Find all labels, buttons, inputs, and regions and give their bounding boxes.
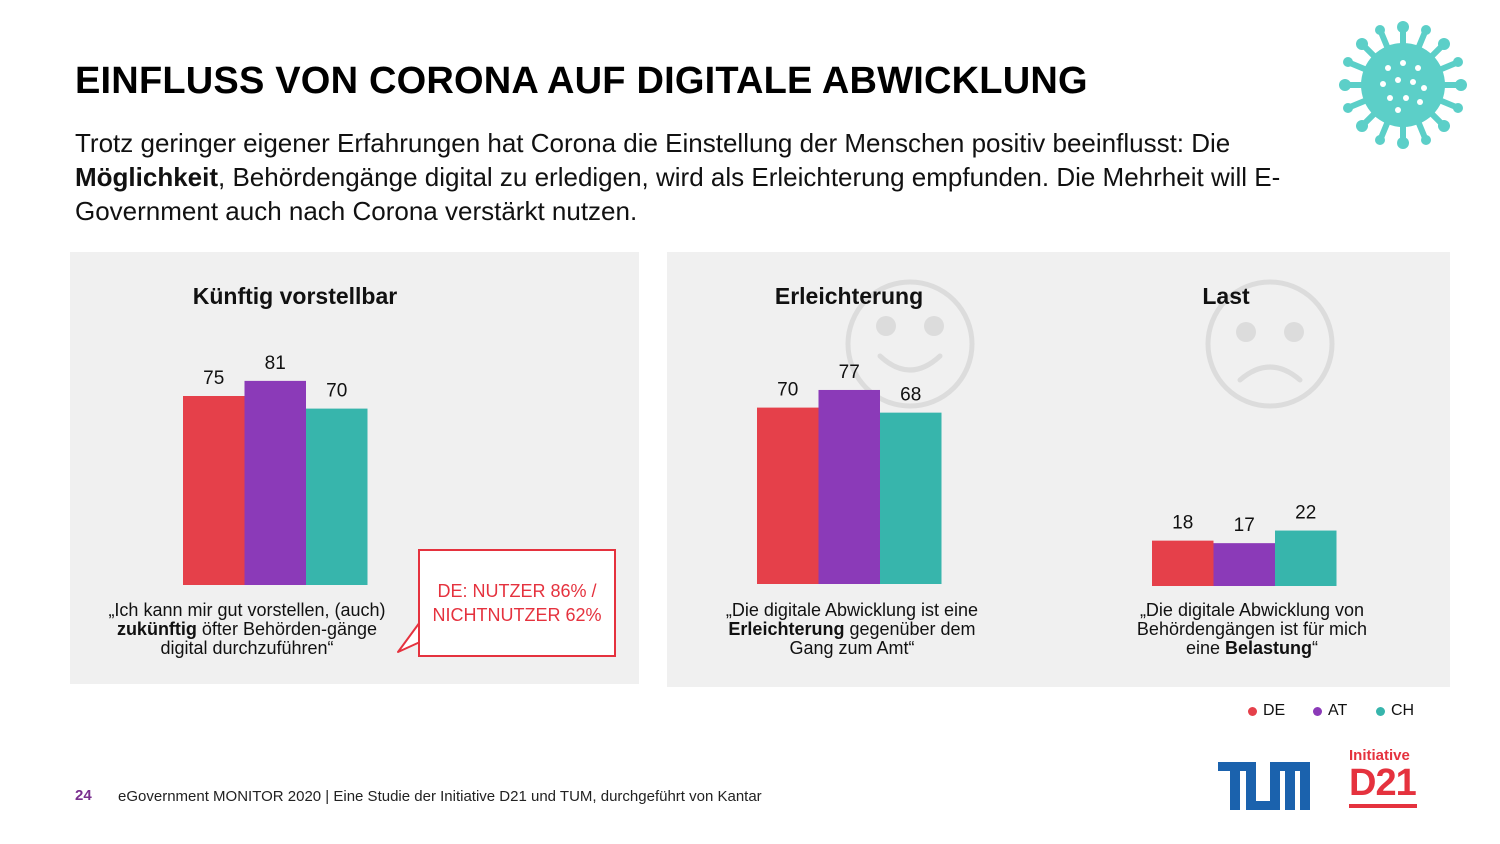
bar-last-at (1213, 543, 1275, 586)
bar-label-last-at: 17 (1234, 515, 1255, 536)
caption-kuenftig: „Ich kann mir gut vorstellen, (auch) zuk… (92, 601, 402, 658)
bar-label-kuenftig-de: 75 (203, 368, 224, 389)
bar-label-erleichterung-at: 77 (839, 362, 860, 383)
d21-logo-small: Initiative (1349, 747, 1410, 764)
bar-erleichterung-at (818, 389, 880, 584)
bar-label-erleichterung-ch: 68 (900, 385, 921, 406)
legend-dot-at (1313, 706, 1322, 716)
caption-kuenftig-post: öfter Behörden-gänge digital durchzuführ… (160, 619, 378, 658)
bar-erleichterung-ch (880, 412, 942, 584)
callout-line-1: DE: NUTZER 86% / (437, 581, 597, 601)
tum-logo (1218, 762, 1310, 810)
bar-last-de (1152, 540, 1214, 586)
d21-logo-big: D21 (1349, 762, 1417, 804)
chart-title-kuenftig: Künftig vorstellbar (192, 283, 398, 309)
bar-erleichterung-de (757, 407, 819, 584)
caption-erleichterung-post: gegenüber dem Gang zum Amt“ (789, 619, 976, 658)
footer-source: eGovernment MONITOR 2020 | Eine Studie d… (118, 788, 762, 805)
legend-dot-de (1248, 706, 1257, 716)
caption-last: „Die digitale Abwicklung von Behördengän… (1136, 601, 1368, 658)
caption-erleichterung: „Die digitale Abwicklung ist eine Erleic… (725, 601, 980, 658)
legend-at: AT (1313, 702, 1347, 720)
happy-face-icon (845, 279, 975, 409)
d21-logo: Initiative D21 (1349, 748, 1421, 808)
legend-label-ch: CH (1391, 702, 1415, 719)
subtitle-part-1: Trotz geringer eigener Erfahrungen hat C… (75, 128, 1231, 158)
legend-label-de: DE (1263, 702, 1286, 719)
callout-line-2: NICHTNUTZER 62% (432, 605, 602, 625)
callout-box: DE: NUTZER 86% / NICHTNUTZER 62% (418, 549, 616, 657)
caption-erleichterung-bold: Erleichterung (728, 619, 845, 639)
bar-label-last-ch: 22 (1295, 503, 1316, 524)
subtitle-part-2: , Behördengänge digital zu erledigen, wi… (75, 162, 1281, 226)
chart-title-erleichterung: Erleichterung (774, 283, 924, 309)
caption-erleichterung-pre: „Die digitale Abwicklung ist eine (725, 600, 979, 620)
subtitle-bold: Möglichkeit (75, 162, 219, 192)
legend-dot-ch (1376, 706, 1385, 716)
sad-face-icon (1205, 279, 1335, 409)
d21-logo-underline (1349, 804, 1417, 808)
caption-last-post: “ (1312, 638, 1319, 658)
bar-label-last-de: 18 (1172, 513, 1193, 534)
legend-label-at: AT (1328, 702, 1348, 719)
bar-last-ch (1275, 530, 1337, 586)
page-title: EINFLUSS VON CORONA AUF DIGITALE ABWICKL… (75, 60, 1088, 102)
virus-icon (1339, 21, 1467, 149)
legend-de: DE (1248, 702, 1285, 720)
chart-title-last: Last (1202, 283, 1250, 309)
bar-kuenftig-at (244, 380, 306, 585)
caption-kuenftig-bold: zukünftig (116, 619, 197, 639)
caption-last-bold: Belastung (1225, 638, 1313, 658)
bar-label-erleichterung-de: 70 (777, 380, 798, 401)
caption-last-pre: „Die digitale Abwicklung von Behördengän… (1136, 600, 1368, 658)
bar-kuenftig-de (183, 396, 245, 585)
bar-kuenftig-ch (306, 408, 368, 585)
caption-kuenftig-pre: „Ich kann mir gut vorstellen, (auch) (108, 600, 386, 620)
page-subtitle: Trotz geringer eigener Erfahrungen hat C… (75, 126, 1365, 228)
bar-label-kuenftig-at: 81 (265, 353, 286, 374)
legend-ch: CH (1376, 702, 1414, 720)
page-number: 24 (75, 787, 92, 804)
bar-label-kuenftig-ch: 70 (326, 381, 347, 402)
